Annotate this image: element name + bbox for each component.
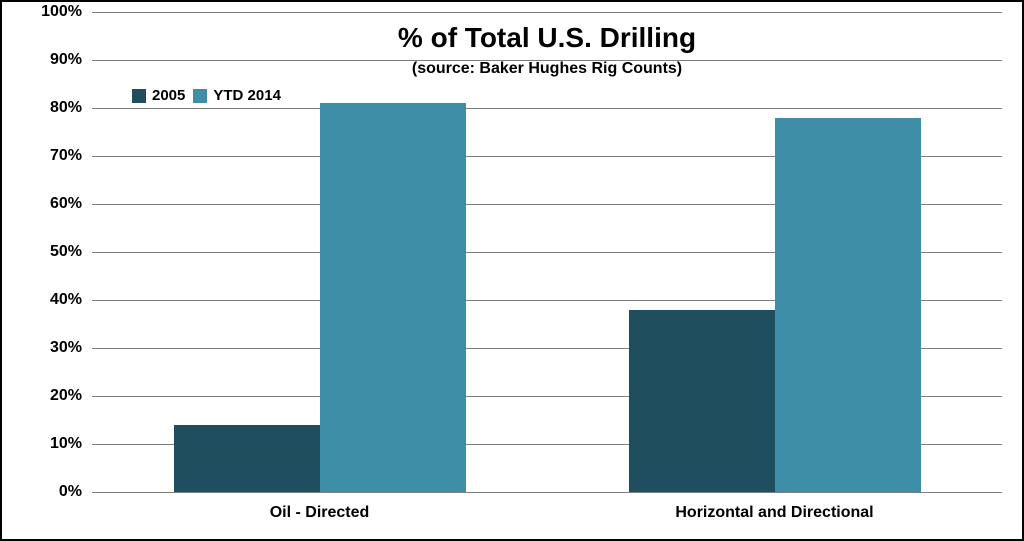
legend-item: YTD 2014 <box>193 87 281 104</box>
chart-title: % of Total U.S. Drilling <box>92 22 1002 54</box>
gridline <box>92 12 1002 13</box>
y-tick-label: 60% <box>22 195 82 213</box>
chart-subtitle: (source: Baker Hughes Rig Counts) <box>92 60 1002 78</box>
y-tick-label: 20% <box>22 387 82 405</box>
gridline <box>92 108 1002 109</box>
y-tick-label: 90% <box>22 51 82 69</box>
plot-area: % of Total U.S. Drilling (source: Baker … <box>92 12 1002 492</box>
legend-label: YTD 2014 <box>213 87 281 104</box>
y-tick-label: 30% <box>22 339 82 357</box>
bar <box>775 118 921 492</box>
y-tick-label: 0% <box>22 483 82 501</box>
chart-container: % of Total U.S. Drilling (source: Baker … <box>0 0 1024 541</box>
legend-swatch <box>193 89 207 103</box>
x-category-label: Oil - Directed <box>270 504 370 522</box>
y-tick-label: 100% <box>22 3 82 21</box>
y-tick-label: 40% <box>22 291 82 309</box>
y-tick-label: 10% <box>22 435 82 453</box>
y-tick-label: 70% <box>22 147 82 165</box>
x-category-label: Horizontal and Directional <box>675 504 873 522</box>
legend-label: 2005 <box>152 87 185 104</box>
gridline <box>92 492 1002 493</box>
y-tick-label: 80% <box>22 99 82 117</box>
gridline <box>92 60 1002 61</box>
legend: 2005 YTD 2014 <box>132 87 281 104</box>
y-tick-label: 50% <box>22 243 82 261</box>
bar <box>629 310 775 492</box>
bar <box>174 425 320 492</box>
legend-swatch <box>132 89 146 103</box>
legend-item: 2005 <box>132 87 185 104</box>
bar <box>320 103 466 492</box>
